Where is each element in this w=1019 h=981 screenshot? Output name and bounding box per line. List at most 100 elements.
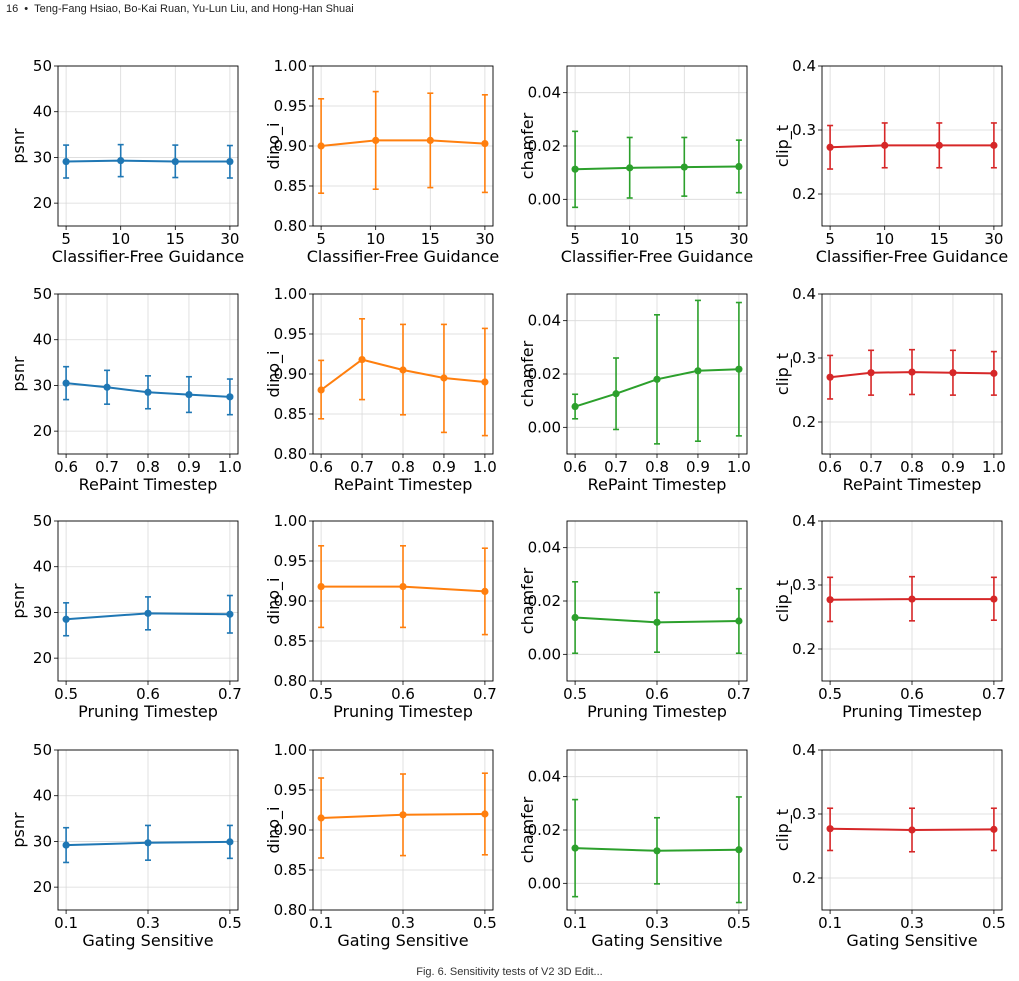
x-tick-label: 15 — [166, 230, 185, 248]
data-point — [144, 839, 152, 847]
data-point — [990, 369, 998, 377]
y-tick-label: 0.04 — [528, 539, 561, 557]
x-tick-label: 0.3 — [136, 914, 160, 932]
running-header: 16 • Teng-Fang Hsiao, Bo-Kai Ruan, Yu-Lun … — [6, 3, 354, 15]
y-tick-label: 0.85 — [274, 405, 307, 423]
y-tick-label: 0.90 — [274, 137, 307, 155]
x-tick-label: 0.3 — [900, 914, 924, 932]
axes-frame — [312, 65, 494, 227]
x-tick-label: 30 — [220, 230, 239, 248]
x-axis-label: RePaint Timestep — [588, 475, 727, 494]
y-axis-label: chamfer — [518, 796, 537, 863]
y-tick-label: 0.80 — [274, 217, 307, 235]
y-tick-label: 0.02 — [528, 365, 561, 383]
y-tick-label: 30 — [33, 376, 52, 394]
y-axis-label: clip_t — [773, 809, 793, 851]
x-tick-label: 0.6 — [309, 458, 333, 476]
data-point — [881, 141, 889, 149]
data-point — [62, 841, 70, 849]
data-point — [317, 814, 325, 822]
x-axis-label: Pruning Timestep — [842, 702, 982, 721]
x-axis-label: RePaint Timestep — [334, 475, 473, 494]
figure-caption: Fig. 6. Sensitivity tests of V2 3D Edit.… — [416, 966, 603, 978]
x-tick-label: 0.1 — [818, 914, 842, 932]
subplot-dino-i-vs-gating-sensitive: 0.1 0.3 0.5 0.80 0.85 0.90 0.95 1.00 Gating Sens… — [264, 741, 497, 950]
data-point — [144, 388, 152, 396]
y-axis-label: chamfer — [518, 340, 537, 407]
x-axis-label: Classifier-Free Guidance — [561, 247, 754, 266]
data-point — [62, 157, 70, 166]
subplot-dino-i-vs-pruning-timestep: 0.5 0.6 0.7 0.80 0.85 0.90 0.95 1.00 Pruning Tim… — [264, 512, 497, 721]
data-point — [117, 157, 125, 165]
data-point — [935, 141, 943, 149]
data-point — [481, 140, 489, 148]
y-axis-label: dino_i — [264, 578, 284, 625]
axes-frame — [821, 65, 1003, 227]
y-tick-label: 0.02 — [528, 821, 561, 839]
y-tick-label: 0.95 — [274, 325, 307, 343]
y-tick-label: 50 — [33, 512, 52, 530]
subplot-chamfer-vs-pruning-timestep: 0.5 0.6 0.7 0.00 0.02 0.04 Pruning Timestep cha… — [518, 520, 751, 721]
y-tick-label: 0.04 — [528, 768, 561, 786]
x-tick-label: 0.9 — [177, 458, 201, 476]
x-tick-label: 15 — [421, 230, 440, 248]
subplot-chamfer-vs-repaint-timestep: 0.6 0.7 0.8 0.9 1.0 0.00 0.02 0.04 RePaint Times… — [518, 293, 751, 494]
y-tick-label: 1.00 — [274, 741, 307, 759]
x-axis-label: Gating Sensitive — [591, 931, 722, 950]
y-tick-label: 0.95 — [274, 781, 307, 799]
y-tick-label: 0.80 — [274, 672, 307, 690]
x-tick-label: 0.8 — [391, 458, 415, 476]
axes-frame — [566, 293, 748, 455]
data-point — [399, 811, 407, 819]
data-point — [317, 386, 325, 394]
author-list: Teng-Fang Hsiao, Bo-Kai Ruan, Yu-Lun Liu… — [34, 3, 354, 15]
y-axis-label: chamfer — [518, 112, 537, 179]
y-tick-label: 0.4 — [792, 285, 816, 303]
x-axis-label: Classifier-Free Guidance — [52, 247, 245, 266]
y-tick-label: 0.3 — [792, 121, 816, 139]
y-tick-label: 20 — [33, 649, 52, 667]
y-axis-label: dino_i — [264, 123, 284, 170]
x-tick-label: 0.7 — [95, 458, 119, 476]
axes-frame — [57, 749, 239, 911]
data-point — [908, 826, 916, 834]
x-tick-label: 10 — [366, 230, 385, 248]
data-point — [735, 617, 743, 625]
x-tick-label: 0.7 — [473, 685, 497, 703]
axes-frame — [312, 293, 494, 455]
y-tick-label: 0.85 — [274, 632, 307, 650]
y-tick-label: 0.80 — [274, 901, 307, 919]
subplot-chamfer-vs-classifier-free-guidance: 5 10 15 30 0.00 0.02 0.04 Classifier-Free Guida… — [518, 65, 753, 266]
x-axis-label: Pruning Timestep — [78, 702, 218, 721]
data-point — [908, 595, 916, 603]
data-point — [144, 609, 152, 617]
y-axis-label: chamfer — [518, 567, 537, 634]
y-tick-label: 0.2 — [792, 185, 816, 203]
y-tick-label: 40 — [33, 331, 52, 349]
y-tick-label: 0.00 — [528, 874, 561, 892]
x-tick-label: 0.6 — [54, 458, 78, 476]
data-point — [426, 136, 434, 144]
x-tick-label: 0.1 — [309, 914, 333, 932]
x-tick-label: 0.9 — [941, 458, 965, 476]
series-line — [830, 144, 994, 149]
y-tick-label: 0.95 — [274, 552, 307, 570]
x-tick-label: 0.7 — [218, 685, 242, 703]
x-tick-label: 0.5 — [473, 914, 497, 932]
x-tick-label: 0.3 — [645, 914, 669, 932]
y-tick-label: 0.02 — [528, 592, 561, 610]
y-axis-label: psnr — [9, 356, 28, 392]
data-point — [826, 143, 834, 151]
data-point — [949, 369, 957, 377]
subplot-psnr-vs-pruning-timestep: 0.5 0.6 0.7 20 30 40 50 Pruning Timestep psnr — [9, 512, 242, 721]
y-tick-label: 0.95 — [274, 97, 307, 115]
x-tick-label: 5 — [61, 230, 71, 248]
data-point — [990, 595, 998, 603]
y-tick-label: 50 — [33, 57, 52, 75]
x-tick-label: 0.9 — [686, 458, 710, 476]
data-point — [680, 163, 688, 171]
x-tick-label: 0.7 — [859, 458, 883, 476]
data-point — [481, 378, 489, 386]
data-point — [358, 356, 366, 364]
y-tick-label: 0.4 — [792, 57, 816, 75]
